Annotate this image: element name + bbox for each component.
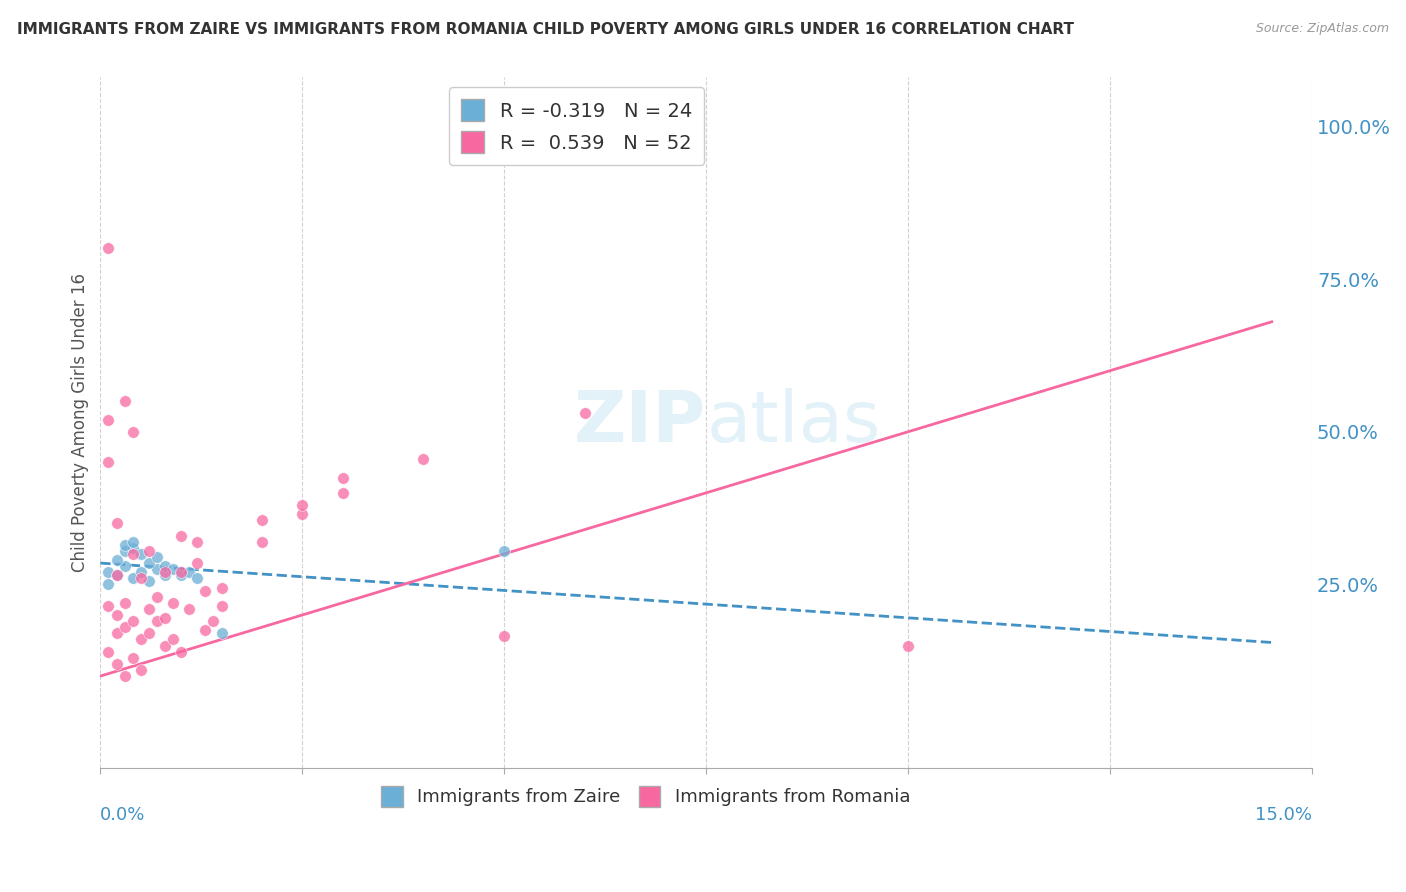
Point <box>194 583 217 598</box>
Point <box>494 544 516 558</box>
Point <box>153 566 176 580</box>
Point <box>105 657 128 671</box>
Point <box>162 562 184 576</box>
Point <box>97 645 120 659</box>
Point <box>179 566 201 580</box>
Point <box>146 549 169 564</box>
Point <box>114 559 136 574</box>
Point <box>153 568 176 582</box>
Point <box>138 544 160 558</box>
Text: IMMIGRANTS FROM ZAIRE VS IMMIGRANTS FROM ROMANIA CHILD POVERTY AMONG GIRLS UNDER: IMMIGRANTS FROM ZAIRE VS IMMIGRANTS FROM… <box>17 22 1074 37</box>
Text: Source: ZipAtlas.com: Source: ZipAtlas.com <box>1256 22 1389 36</box>
Point <box>897 639 920 653</box>
Point <box>129 663 152 677</box>
Point <box>105 607 128 622</box>
Point <box>202 614 225 628</box>
Point <box>170 645 193 659</box>
Point <box>121 547 143 561</box>
Point <box>186 571 208 585</box>
Point <box>105 568 128 582</box>
Point <box>332 485 354 500</box>
Point <box>574 406 596 420</box>
Point <box>97 455 120 469</box>
Point <box>114 538 136 552</box>
Point <box>412 452 434 467</box>
Point <box>162 632 184 647</box>
Point <box>138 556 160 570</box>
Point <box>153 611 176 625</box>
Point <box>97 242 120 256</box>
Text: ZIP: ZIP <box>574 388 706 457</box>
Legend: Immigrants from Zaire, Immigrants from Romania: Immigrants from Zaire, Immigrants from R… <box>374 779 917 814</box>
Point <box>179 602 201 616</box>
Point <box>121 650 143 665</box>
Point <box>146 614 169 628</box>
Point <box>211 599 233 613</box>
Point <box>211 626 233 640</box>
Y-axis label: Child Poverty Among Girls Under 16: Child Poverty Among Girls Under 16 <box>72 273 89 572</box>
Point <box>129 547 152 561</box>
Point <box>146 562 169 576</box>
Text: atlas: atlas <box>706 388 880 457</box>
Point <box>114 620 136 634</box>
Point <box>129 566 152 580</box>
Point <box>153 559 176 574</box>
Point <box>114 544 136 558</box>
Point <box>114 669 136 683</box>
Point <box>129 632 152 647</box>
Point <box>138 602 160 616</box>
Point <box>97 599 120 613</box>
Point <box>97 412 120 426</box>
Text: 15.0%: 15.0% <box>1256 805 1312 823</box>
Point <box>138 626 160 640</box>
Point <box>250 513 273 527</box>
Point <box>494 629 516 643</box>
Point <box>186 556 208 570</box>
Point <box>105 516 128 531</box>
Point <box>170 528 193 542</box>
Point <box>146 590 169 604</box>
Point <box>291 498 314 512</box>
Point <box>105 568 128 582</box>
Point <box>97 577 120 591</box>
Point <box>153 639 176 653</box>
Point <box>194 624 217 638</box>
Point <box>105 553 128 567</box>
Point <box>186 534 208 549</box>
Point <box>250 534 273 549</box>
Point <box>170 568 193 582</box>
Point <box>114 394 136 409</box>
Point <box>332 470 354 484</box>
Point <box>121 425 143 439</box>
Point <box>121 614 143 628</box>
Point <box>121 534 143 549</box>
Point <box>129 571 152 585</box>
Point <box>97 566 120 580</box>
Point <box>170 566 193 580</box>
Point <box>291 507 314 521</box>
Point <box>105 626 128 640</box>
Point <box>138 574 160 589</box>
Text: 0.0%: 0.0% <box>100 805 146 823</box>
Point <box>121 541 143 555</box>
Point <box>114 596 136 610</box>
Point <box>211 581 233 595</box>
Point <box>121 571 143 585</box>
Point <box>162 596 184 610</box>
